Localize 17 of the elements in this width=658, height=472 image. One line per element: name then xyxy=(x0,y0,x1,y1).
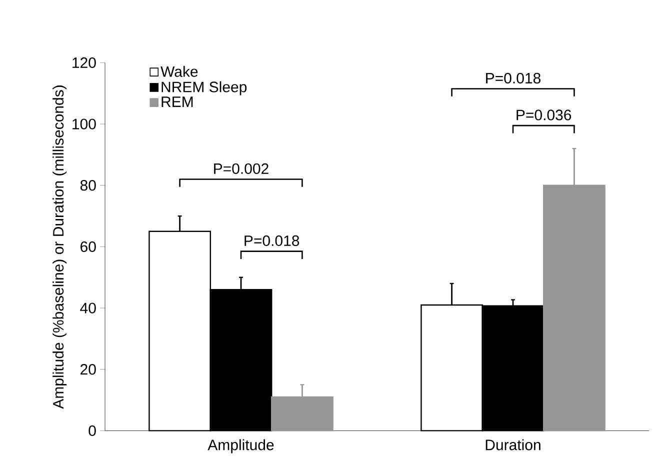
y-tick-label: 60 xyxy=(80,241,96,252)
y-tick-label: 0 xyxy=(88,425,96,436)
annotation: P=0.002 xyxy=(214,163,268,174)
y-axis-title: Amplitude (%baseline) or Duration (milliseconds) xyxy=(52,86,67,409)
annotation: P=0.018 xyxy=(244,235,300,246)
annotation: P=0.036 xyxy=(516,110,572,120)
y-tick-label: 100 xyxy=(72,118,96,130)
x-tick-label: Amplitude xyxy=(208,439,274,454)
y-tick-label: 80 xyxy=(80,180,96,191)
legend-label: REM xyxy=(162,96,193,107)
y-tick-label: 120 xyxy=(72,57,96,68)
y-tick-label: 20 xyxy=(80,364,96,375)
legend-label: Wake xyxy=(160,66,198,77)
legend-label: NREM Sleep xyxy=(162,81,247,96)
annotation: P=0.018 xyxy=(486,72,540,84)
y-tick-label: 40 xyxy=(80,302,96,314)
x-tick-label: Duration xyxy=(486,439,540,450)
